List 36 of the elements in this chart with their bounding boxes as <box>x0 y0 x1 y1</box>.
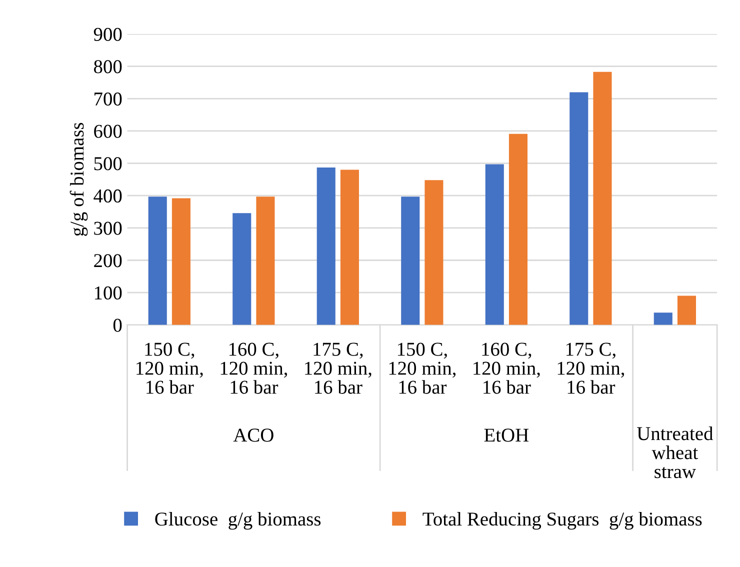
y-tick-label: 500 <box>94 157 122 170</box>
text: ACO <box>233 428 274 442</box>
bar <box>172 198 190 325</box>
bar <box>677 296 696 325</box>
bar <box>401 196 420 325</box>
bar <box>232 213 252 325</box>
bar <box>570 92 588 325</box>
x-tick-label: 175 C, 120 min, 16 bar <box>305 342 372 394</box>
x-tick-label: 150 C, 120 min, 16 bar <box>389 342 456 394</box>
bar <box>148 196 167 325</box>
y-tick-label: 800 <box>94 60 122 74</box>
x-tick-label: 160 C, 120 min, 16 bar <box>220 342 288 394</box>
legend-label: Glucose g/g biomass <box>155 512 321 530</box>
x-tick-label: 150 C, 120 min, 16 bar <box>136 342 203 394</box>
y-tick-label: 100 <box>94 286 122 300</box>
bar <box>485 164 504 325</box>
y-tick-label: 900 <box>94 28 122 41</box>
bar <box>340 170 359 325</box>
y-tick-label: 700 <box>94 92 122 106</box>
y-tick-label: 0 <box>113 318 122 332</box>
y-axis-title: g/g of biomass <box>70 122 88 236</box>
bar <box>256 196 275 325</box>
y-tick-label: 600 <box>94 124 122 138</box>
y-tick-label: 300 <box>94 222 122 235</box>
text: Untreated wheat straw <box>637 426 714 478</box>
bar <box>424 180 444 325</box>
bar <box>508 134 528 325</box>
y-tick-label: 400 <box>94 189 122 203</box>
text: EtOH <box>484 428 529 442</box>
bar <box>593 72 612 325</box>
x-tick-label: 160 C, 120 min, 16 bar <box>474 342 540 394</box>
legend-label: Total Reducing Sugars g/g biomass <box>422 512 702 530</box>
x-tick-label: 175 C, 120 min, 16 bar <box>558 342 624 394</box>
bar <box>316 167 336 325</box>
bar <box>654 312 672 325</box>
y-tick-label: 200 <box>94 254 122 268</box>
